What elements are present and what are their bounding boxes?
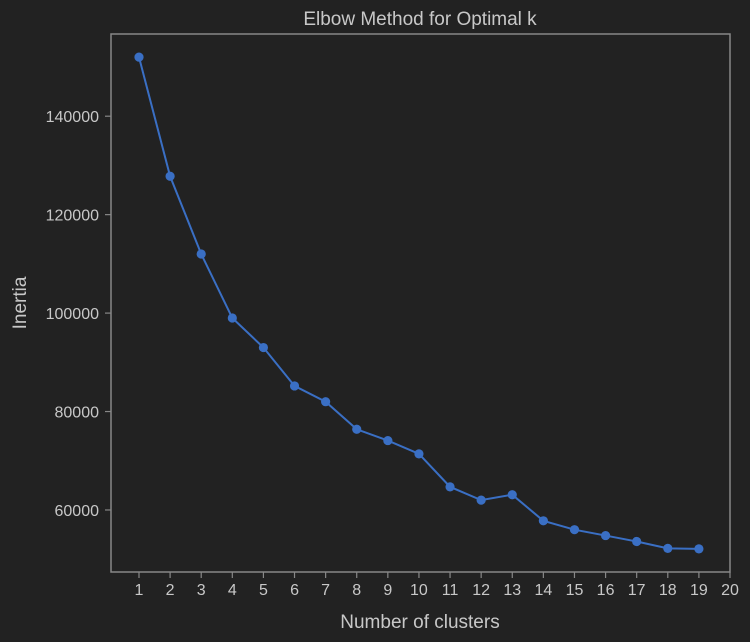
x-tick-label: 16 [597,582,615,599]
x-tick-label: 11 [442,582,459,599]
data-point [632,536,642,547]
x-tick-label: 17 [628,582,646,599]
data-point [196,249,206,259]
y-tick-label: 120000 [46,208,99,225]
x-tick-label: 5 [259,582,268,599]
x-tick-label: 9 [383,582,392,599]
x-tick-label: 15 [566,582,584,599]
data-point [134,52,144,62]
data-point [165,171,175,181]
x-tick-label: 8 [352,582,361,599]
x-tick-label: 10 [410,582,428,599]
data-point [476,495,486,505]
data-point [352,424,362,434]
x-tick-label: 18 [659,582,677,599]
x-axis-label: Number of clusters [340,612,499,633]
y-tick-label: 100000 [46,306,99,323]
data-point [507,490,517,500]
x-tick-label: 6 [290,582,299,599]
x-tick-label: 1 [135,582,144,599]
x-tick-label: 14 [534,582,552,599]
x-tick-label: 3 [197,582,206,599]
x-tick-label: 12 [472,582,490,599]
y-tick-label: 140000 [46,109,99,126]
y-tick-label: 80000 [55,405,100,422]
y-axis-label: Inertia [10,276,31,329]
x-tick-label: 2 [166,582,175,599]
data-point [258,342,269,353]
axes-frame [110,33,731,573]
x-tick-label: 20 [721,582,739,599]
data-point [289,381,300,391]
data-point [538,516,548,526]
x-tick-label: 7 [321,582,330,599]
data-point [383,435,393,446]
data-point [321,397,331,407]
data-point [600,530,611,541]
data-point [414,449,424,459]
data-point [569,525,580,535]
data-point [663,543,673,553]
x-tick-label: 19 [690,582,708,599]
chart-title: Elbow Method for Optimal k [303,9,537,30]
data-point [694,544,704,554]
data-point [227,313,237,323]
x-tick-label: 13 [503,582,521,599]
x-tick-label: 4 [228,582,237,599]
data-point [445,482,455,492]
y-tick-label: 60000 [55,503,100,520]
